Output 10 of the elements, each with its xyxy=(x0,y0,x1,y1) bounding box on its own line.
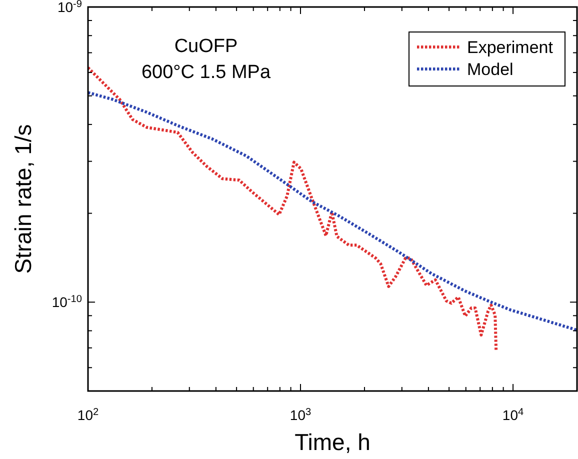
x-tick-label: 10$^{3}$ xyxy=(290,406,312,423)
annotation: CuOFP xyxy=(174,36,238,57)
x-tick-label: 10$^{2}$ xyxy=(77,406,99,423)
x-tick-label: 10$^{4}$ xyxy=(502,406,524,423)
legend-label: Model xyxy=(467,60,514,79)
annotation: 600°C 1.5 MPa xyxy=(141,62,271,83)
legend-label: Experiment xyxy=(467,38,554,57)
x-axis-title: Time, h xyxy=(294,429,370,455)
y-axis-title: Strain rate, 1/s xyxy=(10,124,36,274)
y-tick-label: 10$^{-10}$ xyxy=(52,294,82,310)
